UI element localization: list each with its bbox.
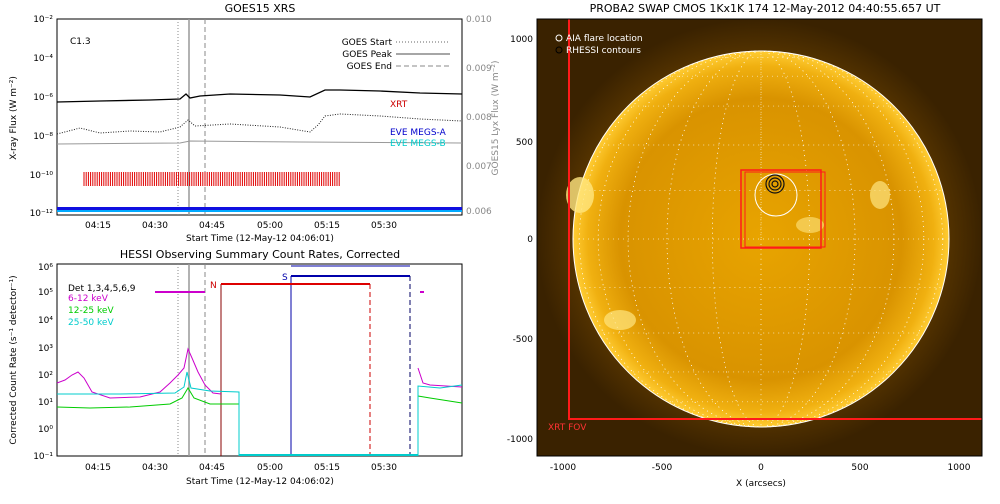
swap-active-region [870, 181, 890, 209]
goes-x-ticks: 04:15 04:30 04:45 05:00 05:15 05:30 [85, 221, 397, 231]
goes-x-tick: 04:45 [199, 221, 225, 231]
swap-x-label: X (arcsecs) [736, 479, 786, 489]
hessi-y-tick: 10³ [38, 344, 53, 354]
goes-x-tick: 05:00 [257, 221, 283, 231]
goes-legend-start: GOES Start [342, 38, 393, 48]
goes-x-tick: 04:30 [142, 221, 168, 231]
hessi-y-tick: 10⁵ [38, 288, 53, 298]
goes-y-tick: 10⁻⁶ [33, 93, 53, 103]
hessi-y-tick: 10⁻¹ [33, 452, 53, 462]
hessi-curve-12-25-late [418, 396, 462, 403]
swap-y-tick: -500 [513, 335, 534, 345]
goes-y-tick: 10⁻⁴ [33, 54, 53, 64]
goes-legend: GOES Start GOES Peak GOES End [342, 38, 450, 72]
goes-y-label: X-ray Flux (W m⁻²) [9, 76, 19, 160]
hessi-night-marker: N [210, 281, 217, 291]
swap-legend-rhessi: RHESSI contours [566, 46, 641, 56]
hessi-curve-6-12-late [418, 368, 462, 387]
swap-fov-label: XRT FOV [548, 423, 587, 433]
goes-label-megs-a: EVE MEGS-A [390, 128, 447, 138]
goes-megs-baseline [57, 207, 462, 210]
hessi-y-tick: 10¹ [38, 398, 53, 408]
swap-x-tick: 0 [758, 463, 764, 473]
hessi-x-tick: 04:30 [142, 463, 168, 473]
hessi-x-tick: 04:45 [199, 463, 225, 473]
hessi-x-label: Start Time (12-May-12 04:06:02) [186, 477, 334, 487]
hessi-legend: Det 1,3,4,5,6,9 6-12 keV 12-25 keV 25-50… [68, 284, 136, 328]
goes-y-tick: 10⁻¹² [30, 209, 54, 219]
swap-y-ticks: 1000 500 0 -500 -1000 [507, 35, 533, 445]
goes-x-label: Start Time (12-May-12 04:06:01) [186, 234, 334, 244]
hessi-y-tick: 10⁶ [38, 263, 53, 273]
hessi-x-tick: 05:15 [314, 463, 340, 473]
goes-y-ticks: 10⁻² 10⁻⁴ 10⁻⁶ 10⁻⁸ 10⁻¹⁰ 10⁻¹² [30, 15, 54, 219]
goes-xrt-cadence-bars [84, 172, 339, 186]
goes-label-xrt: XRT [390, 100, 408, 110]
goes-y-right-tick: 0.007 [466, 162, 492, 172]
goes-x-tick: 04:15 [85, 221, 111, 231]
swap-x-ticks: -1000 -500 0 500 1000 [550, 463, 971, 473]
goes-y-tick: 10⁻⁸ [33, 132, 53, 142]
hessi-chart: HESSI Observing Summary Count Rates, Cor… [9, 248, 462, 487]
swap-image-panel: PROBA2 SWAP CMOS 1Kx1K 174 12-May-2012 0… [507, 2, 989, 489]
swap-y-tick: -1000 [507, 435, 533, 445]
swap-x-tick: 500 [851, 463, 868, 473]
hessi-y-label: Corrected Count Rate (s⁻¹ detector⁻¹) [9, 275, 19, 444]
swap-y-tick: 500 [516, 138, 533, 148]
goes-y-right-tick: 0.010 [466, 15, 492, 25]
hessi-legend-25-50: 25-50 keV [68, 318, 114, 328]
hessi-chart-title: HESSI Observing Summary Count Rates, Cor… [120, 248, 400, 261]
hessi-saa-marker: S [282, 273, 288, 283]
hessi-legend-12-25: 12-25 keV [68, 306, 114, 316]
swap-x-tick: 1000 [948, 463, 971, 473]
goes-y-right-tick: 0.006 [466, 207, 492, 217]
swap-x-tick: -1000 [550, 463, 576, 473]
swap-active-region [604, 310, 636, 330]
goes-x-tick: 05:30 [371, 221, 397, 231]
swap-title: PROBA2 SWAP CMOS 1Kx1K 174 12-May-2012 0… [590, 2, 941, 15]
hessi-x-tick: 05:00 [257, 463, 283, 473]
goes-flare-class: C1.3 [70, 37, 91, 47]
goes-x-tick: 05:15 [314, 221, 340, 231]
goes-y-right-tick: 0.009 [466, 64, 492, 74]
goes-legend-peak: GOES Peak [342, 50, 392, 60]
goes-chart: GOES15 XRS 10⁻² 10⁻⁴ 10⁻⁶ 10⁻⁸ 10⁻¹⁰ 10⁻… [9, 2, 501, 244]
swap-y-tick: 1000 [510, 35, 533, 45]
swap-y-tick: 0 [527, 235, 533, 245]
hessi-x-ticks: 04:15 04:30 04:45 05:00 05:15 05:30 [85, 463, 397, 473]
hessi-y-ticks: 10⁶ 10⁵ 10⁴ 10³ 10² 10¹ 10⁰ 10⁻¹ [33, 263, 53, 462]
hessi-y-tick: 10⁰ [38, 425, 53, 435]
hessi-y-tick: 10² [38, 371, 53, 381]
hessi-legend-6-12: 6-12 keV [68, 294, 109, 304]
hessi-y-tick: 10⁴ [38, 316, 53, 326]
goes-megs-baseline-cyan [57, 210, 462, 212]
goes-label-megs-b: EVE MEGS-B [390, 139, 446, 149]
goes-legend-end: GOES End [347, 62, 392, 72]
hessi-x-tick: 04:15 [85, 463, 111, 473]
goes-y-right-label: GOES15 Lyx Flux (W m⁻²) [491, 61, 501, 176]
swap-legend-aia: AIA flare location [566, 34, 643, 44]
hessi-curve-25-50-late [418, 385, 462, 456]
swap-active-region [796, 217, 824, 233]
hessi-x-tick: 05:30 [371, 463, 397, 473]
goes-y-right-ticks: 0.010 0.009 0.008 0.007 0.006 [466, 15, 492, 217]
goes-y-tick: 10⁻² [33, 15, 53, 25]
goes-y-tick: 10⁻¹⁰ [30, 171, 54, 181]
goes-y-right-tick: 0.008 [466, 113, 492, 123]
goes-chart-title: GOES15 XRS [225, 2, 296, 15]
hessi-legend-det: Det 1,3,4,5,6,9 [68, 284, 136, 294]
hessi-curve-25-50 [57, 372, 239, 456]
swap-x-tick: -500 [652, 463, 673, 473]
hessi-curve-6-12 [57, 349, 221, 398]
swap-active-region [566, 177, 594, 213]
